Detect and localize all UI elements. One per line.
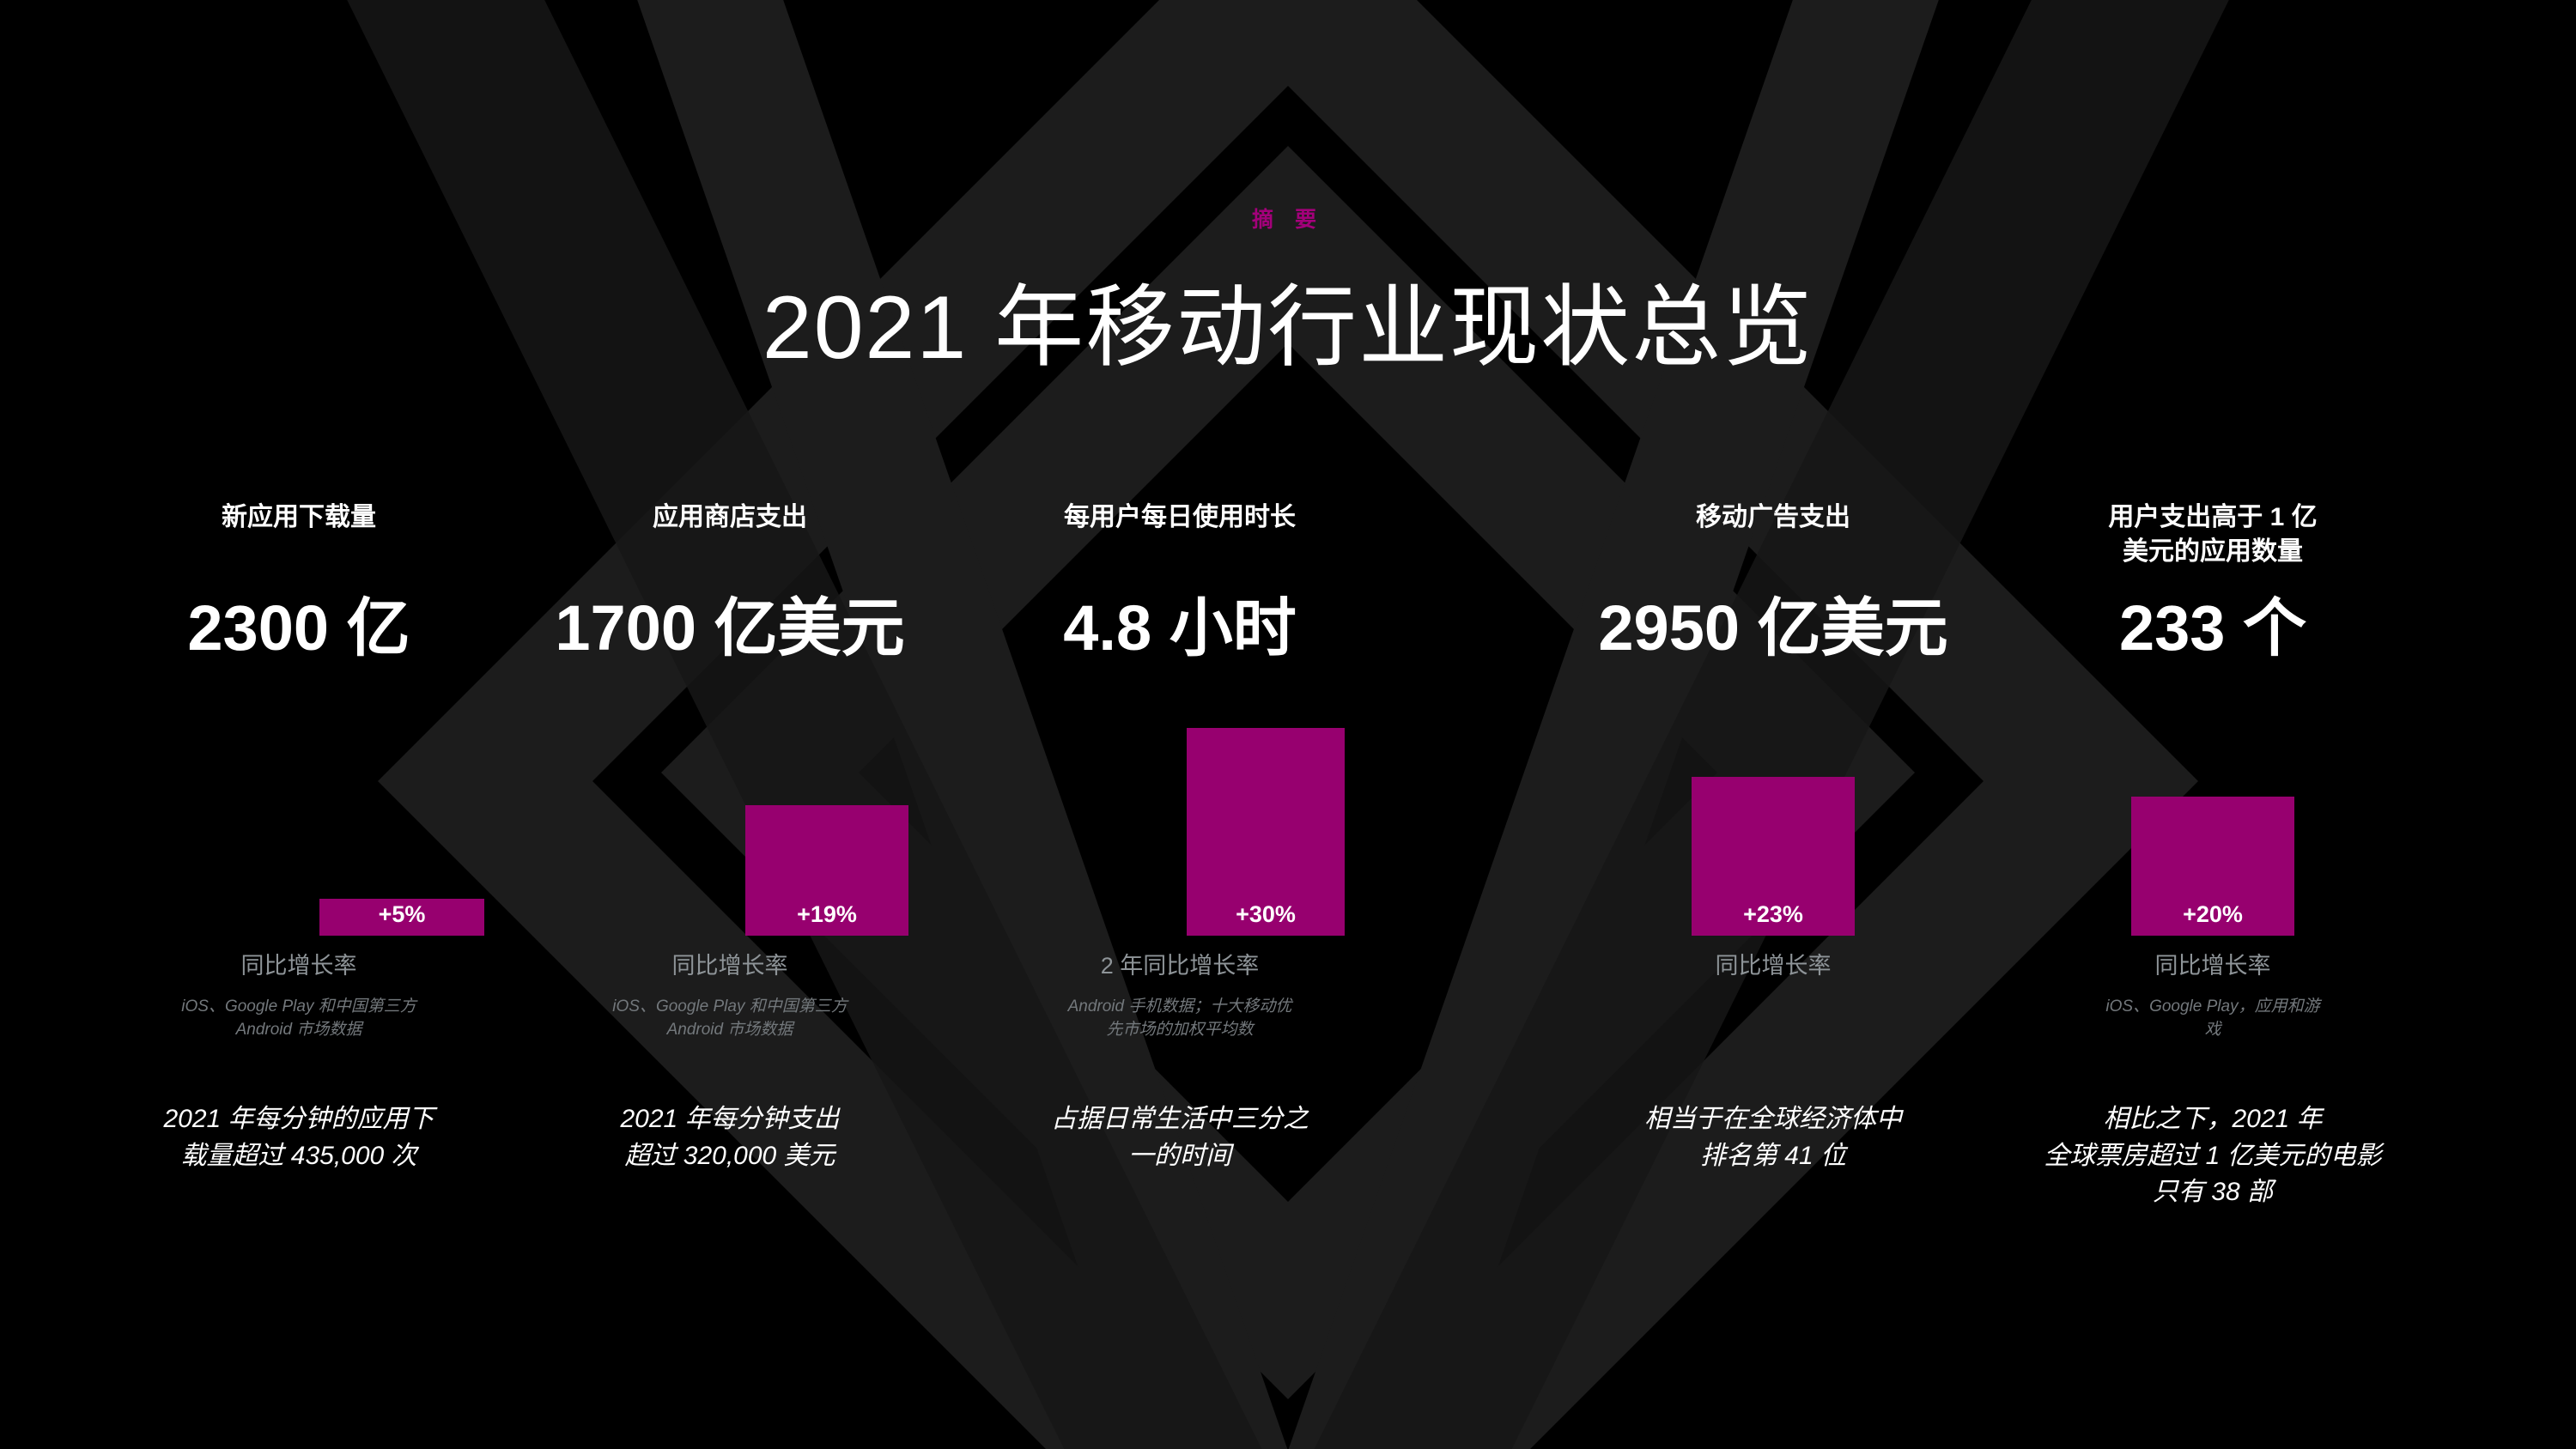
growth-bar: +30% — [1187, 728, 1345, 936]
stat-column: 应用商店支出 1700 亿美元 +19% 同比增长率 iOS、Google Pl… — [515, 0, 945, 1449]
growth-bar-label: +19% — [797, 901, 857, 927]
growth-caption: 同比增长率 — [1715, 953, 1832, 979]
stat-label: 每用户每日使用时长 — [1064, 503, 1296, 531]
stat-label: 应用商店支出 — [653, 503, 807, 531]
source-footnote: Android 手机数据；十大移动优 先市场的加权平均数 — [1067, 997, 1292, 1039]
growth-bar: +5% — [319, 899, 484, 936]
context-note: 2021 年每分钟的应用下 载量超过 435,000 次 — [163, 1105, 434, 1170]
growth-bar-label: +20% — [2183, 901, 2243, 927]
growth-caption: 同比增长率 — [240, 953, 357, 979]
context-note: 2021 年每分钟支出 超过 320,000 美元 — [620, 1105, 840, 1170]
stat-value: 2300 亿 — [187, 592, 410, 664]
context-note: 占据日常生活中三分之 一的时间 — [1051, 1105, 1309, 1170]
page-title: 2021 年移动行业现状总览 — [762, 278, 1814, 378]
source-footnote: iOS、Google Play 和中国第三方 Android 市场数据 — [181, 997, 416, 1039]
growth-bar-label: +30% — [1236, 901, 1296, 927]
growth-bar-label: +5% — [378, 901, 426, 927]
stat-value: 4.8 小时 — [1063, 592, 1297, 664]
stat-value: 2950 亿美元 — [1598, 592, 1948, 664]
growth-bar: +20% — [2131, 797, 2294, 936]
source-footnote: iOS、Google Play，应用和游戏 — [2105, 997, 2320, 1039]
stat-column: 每用户每日使用时长 4.8 小时 +30% 2 年同比增长率 Android 手… — [965, 0, 1394, 1449]
stat-value: 233 个 — [2118, 592, 2307, 664]
stat-value: 1700 亿美元 — [555, 592, 905, 664]
growth-bar-label: +23% — [1743, 901, 1803, 927]
stat-column: 用户支出高于 1 亿美元的应用数量 233 个 +20% 同比增长率 iOS、G… — [1998, 0, 2427, 1449]
source-footnote: iOS、Google Play 和中国第三方 Android 市场数据 — [612, 997, 848, 1039]
context-note: 相比之下，2021 年全球票房超过 1 亿美元的电影 只有 38 部 — [2044, 1105, 2382, 1207]
stat-label: 用户支出高于 1 亿美元的应用数量 — [2108, 503, 2318, 566]
growth-caption: 2 年同比增长率 — [1100, 953, 1260, 979]
growth-caption: 同比增长率 — [2154, 953, 2271, 979]
context-note: 相当于在全球经济体中 排名第 41 位 — [1644, 1105, 1902, 1170]
growth-bar: +23% — [1692, 777, 1855, 936]
eyebrow-label: 摘 要 — [1252, 208, 1324, 232]
stat-column: 移动广告支出 2950 亿美元 +23% 同比增长率 相当于在全球经济体中 排名第… — [1558, 0, 1988, 1449]
stat-column: 新应用下载量 2300 亿 +5% 同比增长率 iOS、Google Play … — [84, 0, 513, 1449]
growth-bar: +19% — [745, 805, 908, 936]
growth-caption: 同比增长率 — [671, 953, 788, 979]
stat-label: 移动广告支出 — [1696, 503, 1850, 531]
stat-label: 新应用下载量 — [222, 503, 376, 531]
